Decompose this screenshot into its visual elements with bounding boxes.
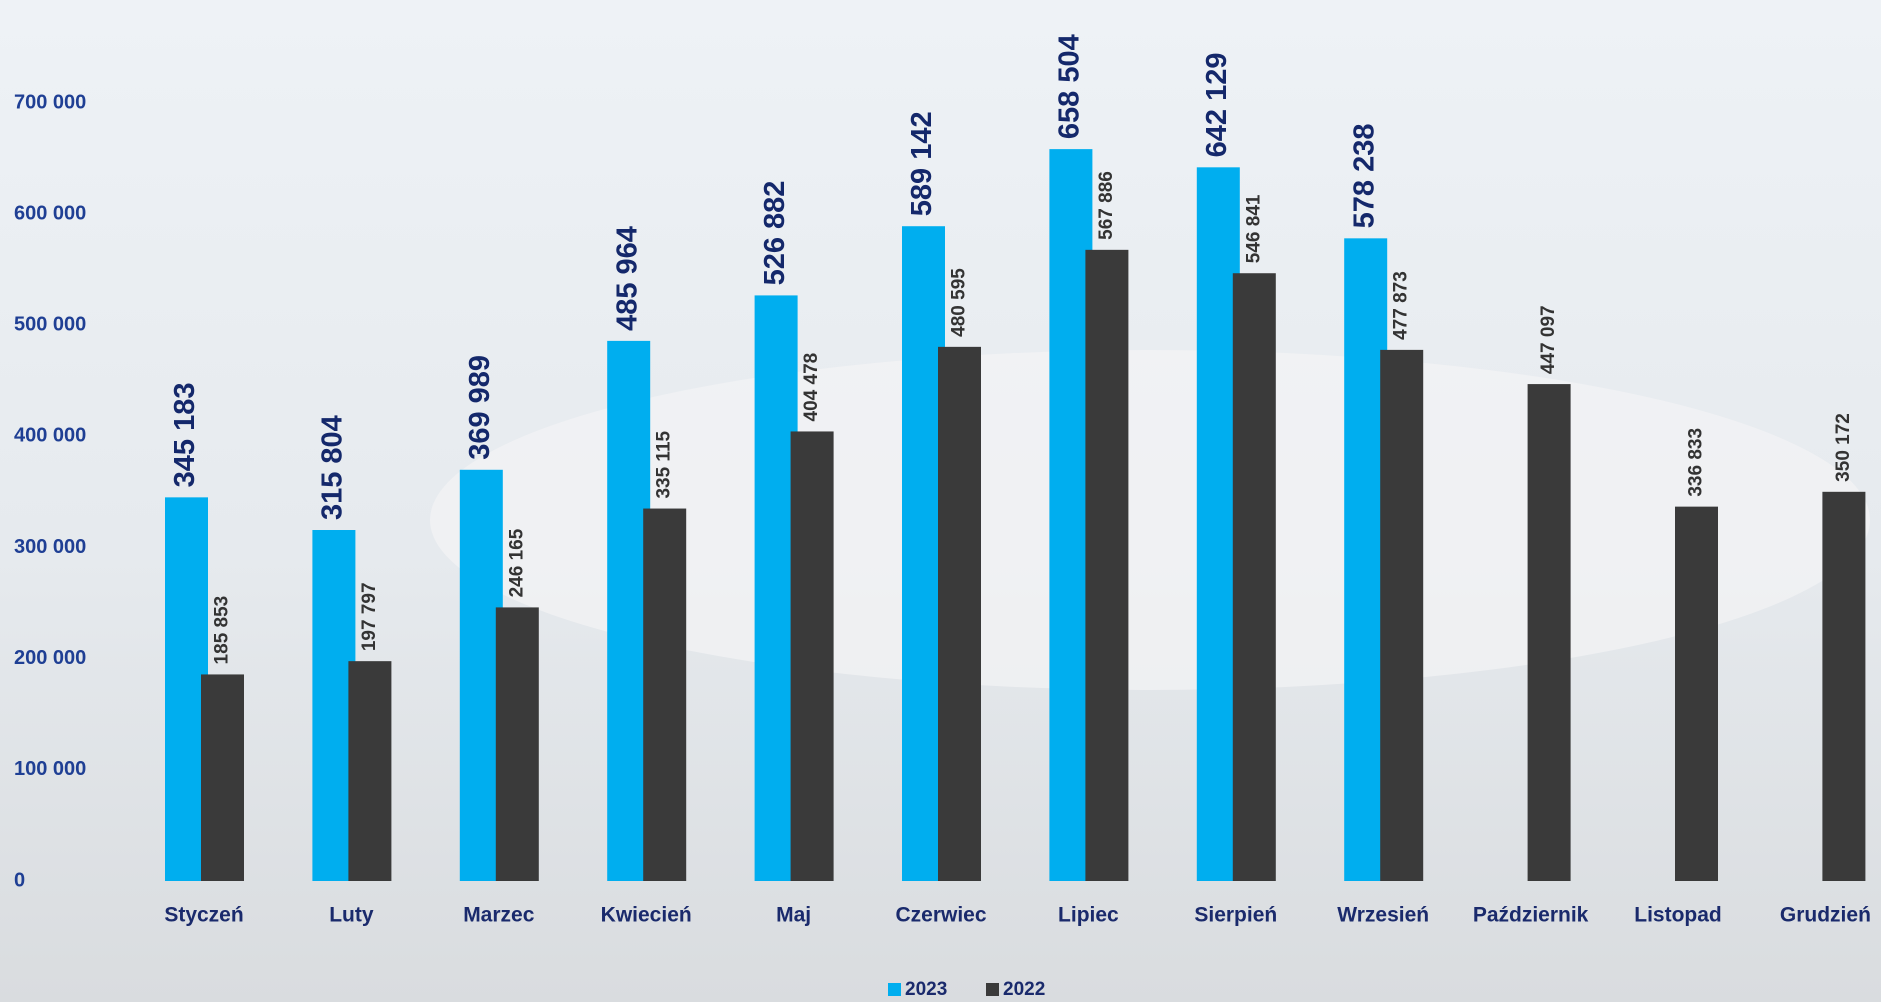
- x-tick-label: Czerwiec: [895, 904, 986, 927]
- value-label: 447 097: [1538, 305, 1559, 374]
- bar: [165, 497, 208, 881]
- y-tick-label: 400 000: [14, 425, 86, 447]
- value-label: 336 833: [1686, 428, 1707, 497]
- value-label: 589 142: [906, 111, 938, 216]
- value-label: 642 129: [1201, 52, 1233, 157]
- value-label: 477 873: [1391, 271, 1412, 340]
- bar: [790, 431, 834, 881]
- value-label: 485 964: [611, 226, 643, 331]
- value-label: 335 115: [654, 430, 675, 498]
- bar: [1196, 167, 1240, 882]
- bar: [1085, 249, 1129, 882]
- y-tick-label: 0: [14, 869, 25, 891]
- value-label: 567 886: [1096, 171, 1117, 240]
- bar: [1380, 349, 1424, 881]
- value-label: 480 595: [949, 268, 970, 337]
- bar: [643, 508, 687, 881]
- x-tick-label: Grudzień: [1780, 904, 1871, 927]
- bar: [1822, 491, 1866, 881]
- x-tick-label: Wrzesień: [1337, 904, 1429, 927]
- value-label: 350 172: [1833, 413, 1854, 482]
- legend-label: 2022: [1003, 979, 1045, 1000]
- x-tick-label: Luty: [329, 904, 374, 927]
- bar: [1675, 506, 1718, 881]
- bar: [348, 661, 392, 881]
- x-tick-label: Lipiec: [1058, 904, 1119, 927]
- value-label: 345 183: [169, 383, 201, 488]
- y-tick-label: 300 000: [14, 536, 86, 558]
- bar: [1527, 384, 1571, 881]
- value-label: 185 853: [212, 596, 233, 665]
- value-label: 526 882: [759, 181, 791, 286]
- bar: [201, 674, 244, 881]
- x-tick-label: Listopad: [1634, 904, 1722, 927]
- value-label: 197 797: [359, 582, 380, 651]
- value-label: 546 841: [1243, 194, 1264, 263]
- y-tick-label: 500 000: [14, 314, 86, 336]
- y-tick-label: 700 000: [14, 91, 86, 113]
- value-label: 246 165: [506, 528, 527, 597]
- value-label: 315 804: [317, 415, 349, 520]
- bar: [495, 607, 539, 881]
- x-tick-label: Sierpień: [1194, 904, 1277, 927]
- bar: [312, 530, 356, 881]
- bar: [459, 469, 503, 881]
- legend-swatch: [986, 983, 999, 996]
- bar: [607, 340, 651, 881]
- bar: [1049, 149, 1093, 881]
- bar: [754, 295, 798, 881]
- value-label: 404 478: [801, 353, 822, 422]
- bar: [938, 346, 981, 881]
- x-tick-label: Marzec: [463, 904, 535, 927]
- bar: [902, 226, 945, 881]
- value-label: 578 238: [1348, 124, 1380, 229]
- x-tick-label: Styczeń: [164, 904, 243, 927]
- value-label: 658 504: [1054, 34, 1086, 139]
- x-tick-label: Kwiecień: [601, 904, 692, 927]
- y-tick-label: 200 000: [14, 647, 86, 669]
- y-tick-label: 600 000: [14, 202, 86, 224]
- x-tick-label: Październik: [1473, 904, 1589, 927]
- bar: [1344, 238, 1388, 881]
- x-tick-label: Maj: [776, 904, 811, 927]
- y-tick-label: 100 000: [14, 758, 86, 780]
- value-label: 369 989: [464, 355, 496, 460]
- legend-swatch: [888, 983, 901, 996]
- legend-label: 2023: [905, 979, 947, 1000]
- bar: [1232, 273, 1276, 881]
